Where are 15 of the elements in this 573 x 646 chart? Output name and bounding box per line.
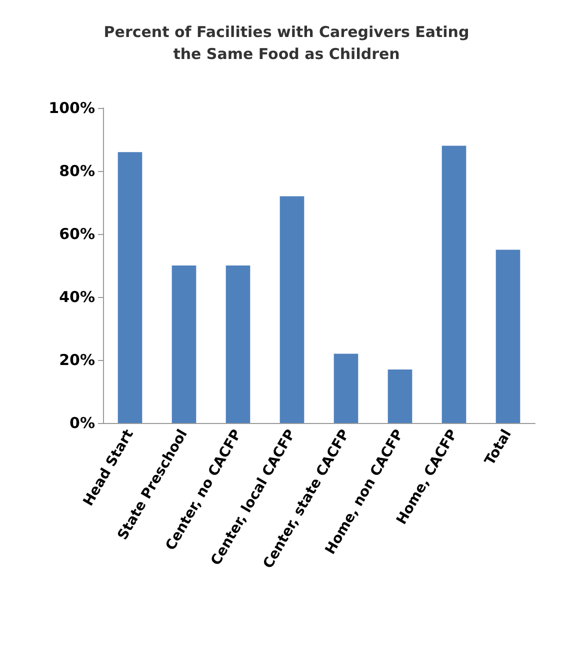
y-tick-label: 20% (59, 351, 95, 369)
chart-title: Percent of Facilities with Caregivers Eating the Same Food as Children (104, 23, 470, 63)
y-tick-label: 40% (59, 288, 95, 306)
bar (388, 369, 412, 423)
bar (442, 146, 466, 423)
y-tick-label: 100% (48, 99, 95, 117)
bar (172, 266, 196, 423)
y-tick-label: 0% (70, 414, 95, 432)
bar (496, 250, 520, 423)
bar (280, 196, 304, 423)
y-tick-label: 80% (59, 162, 95, 180)
bar (118, 152, 142, 423)
bar (334, 354, 358, 423)
y-tick-label: 60% (59, 225, 95, 243)
bar (226, 266, 250, 423)
